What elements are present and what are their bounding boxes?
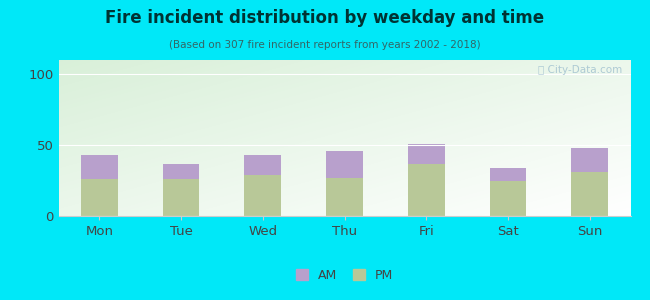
Text: (Based on 307 fire incident reports from years 2002 - 2018): (Based on 307 fire incident reports from… <box>169 40 481 50</box>
Bar <box>326 151 363 178</box>
Text: Fire incident distribution by weekday and time: Fire incident distribution by weekday an… <box>105 9 545 27</box>
Bar <box>162 179 200 216</box>
Bar <box>571 172 608 216</box>
Bar <box>408 144 445 164</box>
Bar <box>408 164 445 216</box>
Bar <box>326 178 363 216</box>
Bar <box>489 181 526 216</box>
Text: Ⓣ City-Data.com: Ⓣ City-Data.com <box>538 65 622 75</box>
Bar <box>81 179 118 216</box>
Bar <box>244 155 281 175</box>
Legend: AM, PM: AM, PM <box>296 268 393 281</box>
Bar <box>162 164 200 179</box>
Bar <box>244 175 281 216</box>
Bar <box>489 168 526 181</box>
Bar <box>571 148 608 172</box>
Bar <box>81 155 118 179</box>
